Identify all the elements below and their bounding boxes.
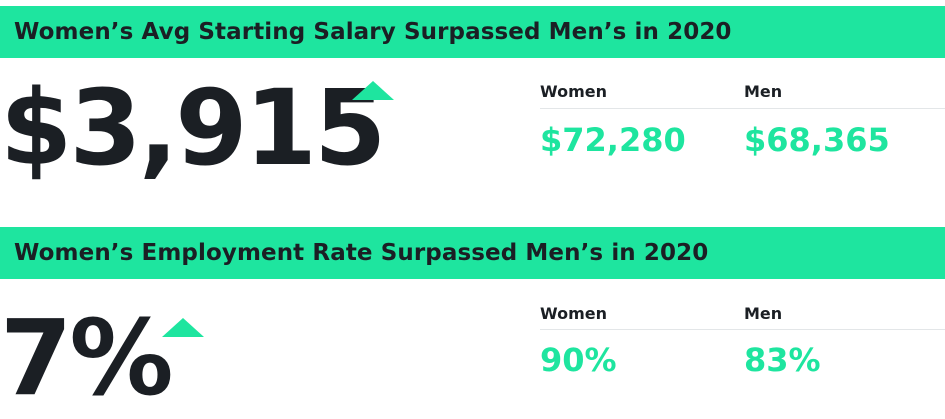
- salary-section-banner: Women’s Avg Starting Salary Surpassed Me…: [0, 6, 945, 58]
- salary-women-value: $72,280: [540, 121, 686, 159]
- employment-women-label: Women: [540, 304, 607, 323]
- employment-women-stat: Women 90%: [540, 304, 617, 377]
- salary-women-label: Women: [540, 82, 607, 101]
- employment-section-banner: Women’s Employment Rate Surpassed Men’s …: [0, 227, 945, 279]
- salary-men-label: Men: [744, 82, 783, 101]
- salary-men-stat: Men $68,365: [744, 82, 890, 157]
- salary-women-stat: Women $72,280: [540, 82, 686, 157]
- employment-section-title: Women’s Employment Rate Surpassed Men’s …: [14, 240, 709, 266]
- up-triangle-icon: [162, 318, 204, 337]
- salary-men-value: $68,365: [744, 121, 890, 159]
- employment-men-stat: Men 83%: [744, 304, 821, 377]
- employment-men-value: 83%: [744, 341, 821, 379]
- salary-gap-value: $3,915: [0, 67, 386, 189]
- employment-women-value: 90%: [540, 341, 617, 379]
- employment-stats-divider: [540, 329, 945, 330]
- salary-section-title: Women’s Avg Starting Salary Surpassed Me…: [14, 19, 732, 45]
- salary-stats-divider: [540, 108, 945, 109]
- employment-men-label: Men: [744, 304, 783, 323]
- up-triangle-icon: [352, 81, 394, 100]
- employment-gap-value: 7%: [0, 297, 174, 419]
